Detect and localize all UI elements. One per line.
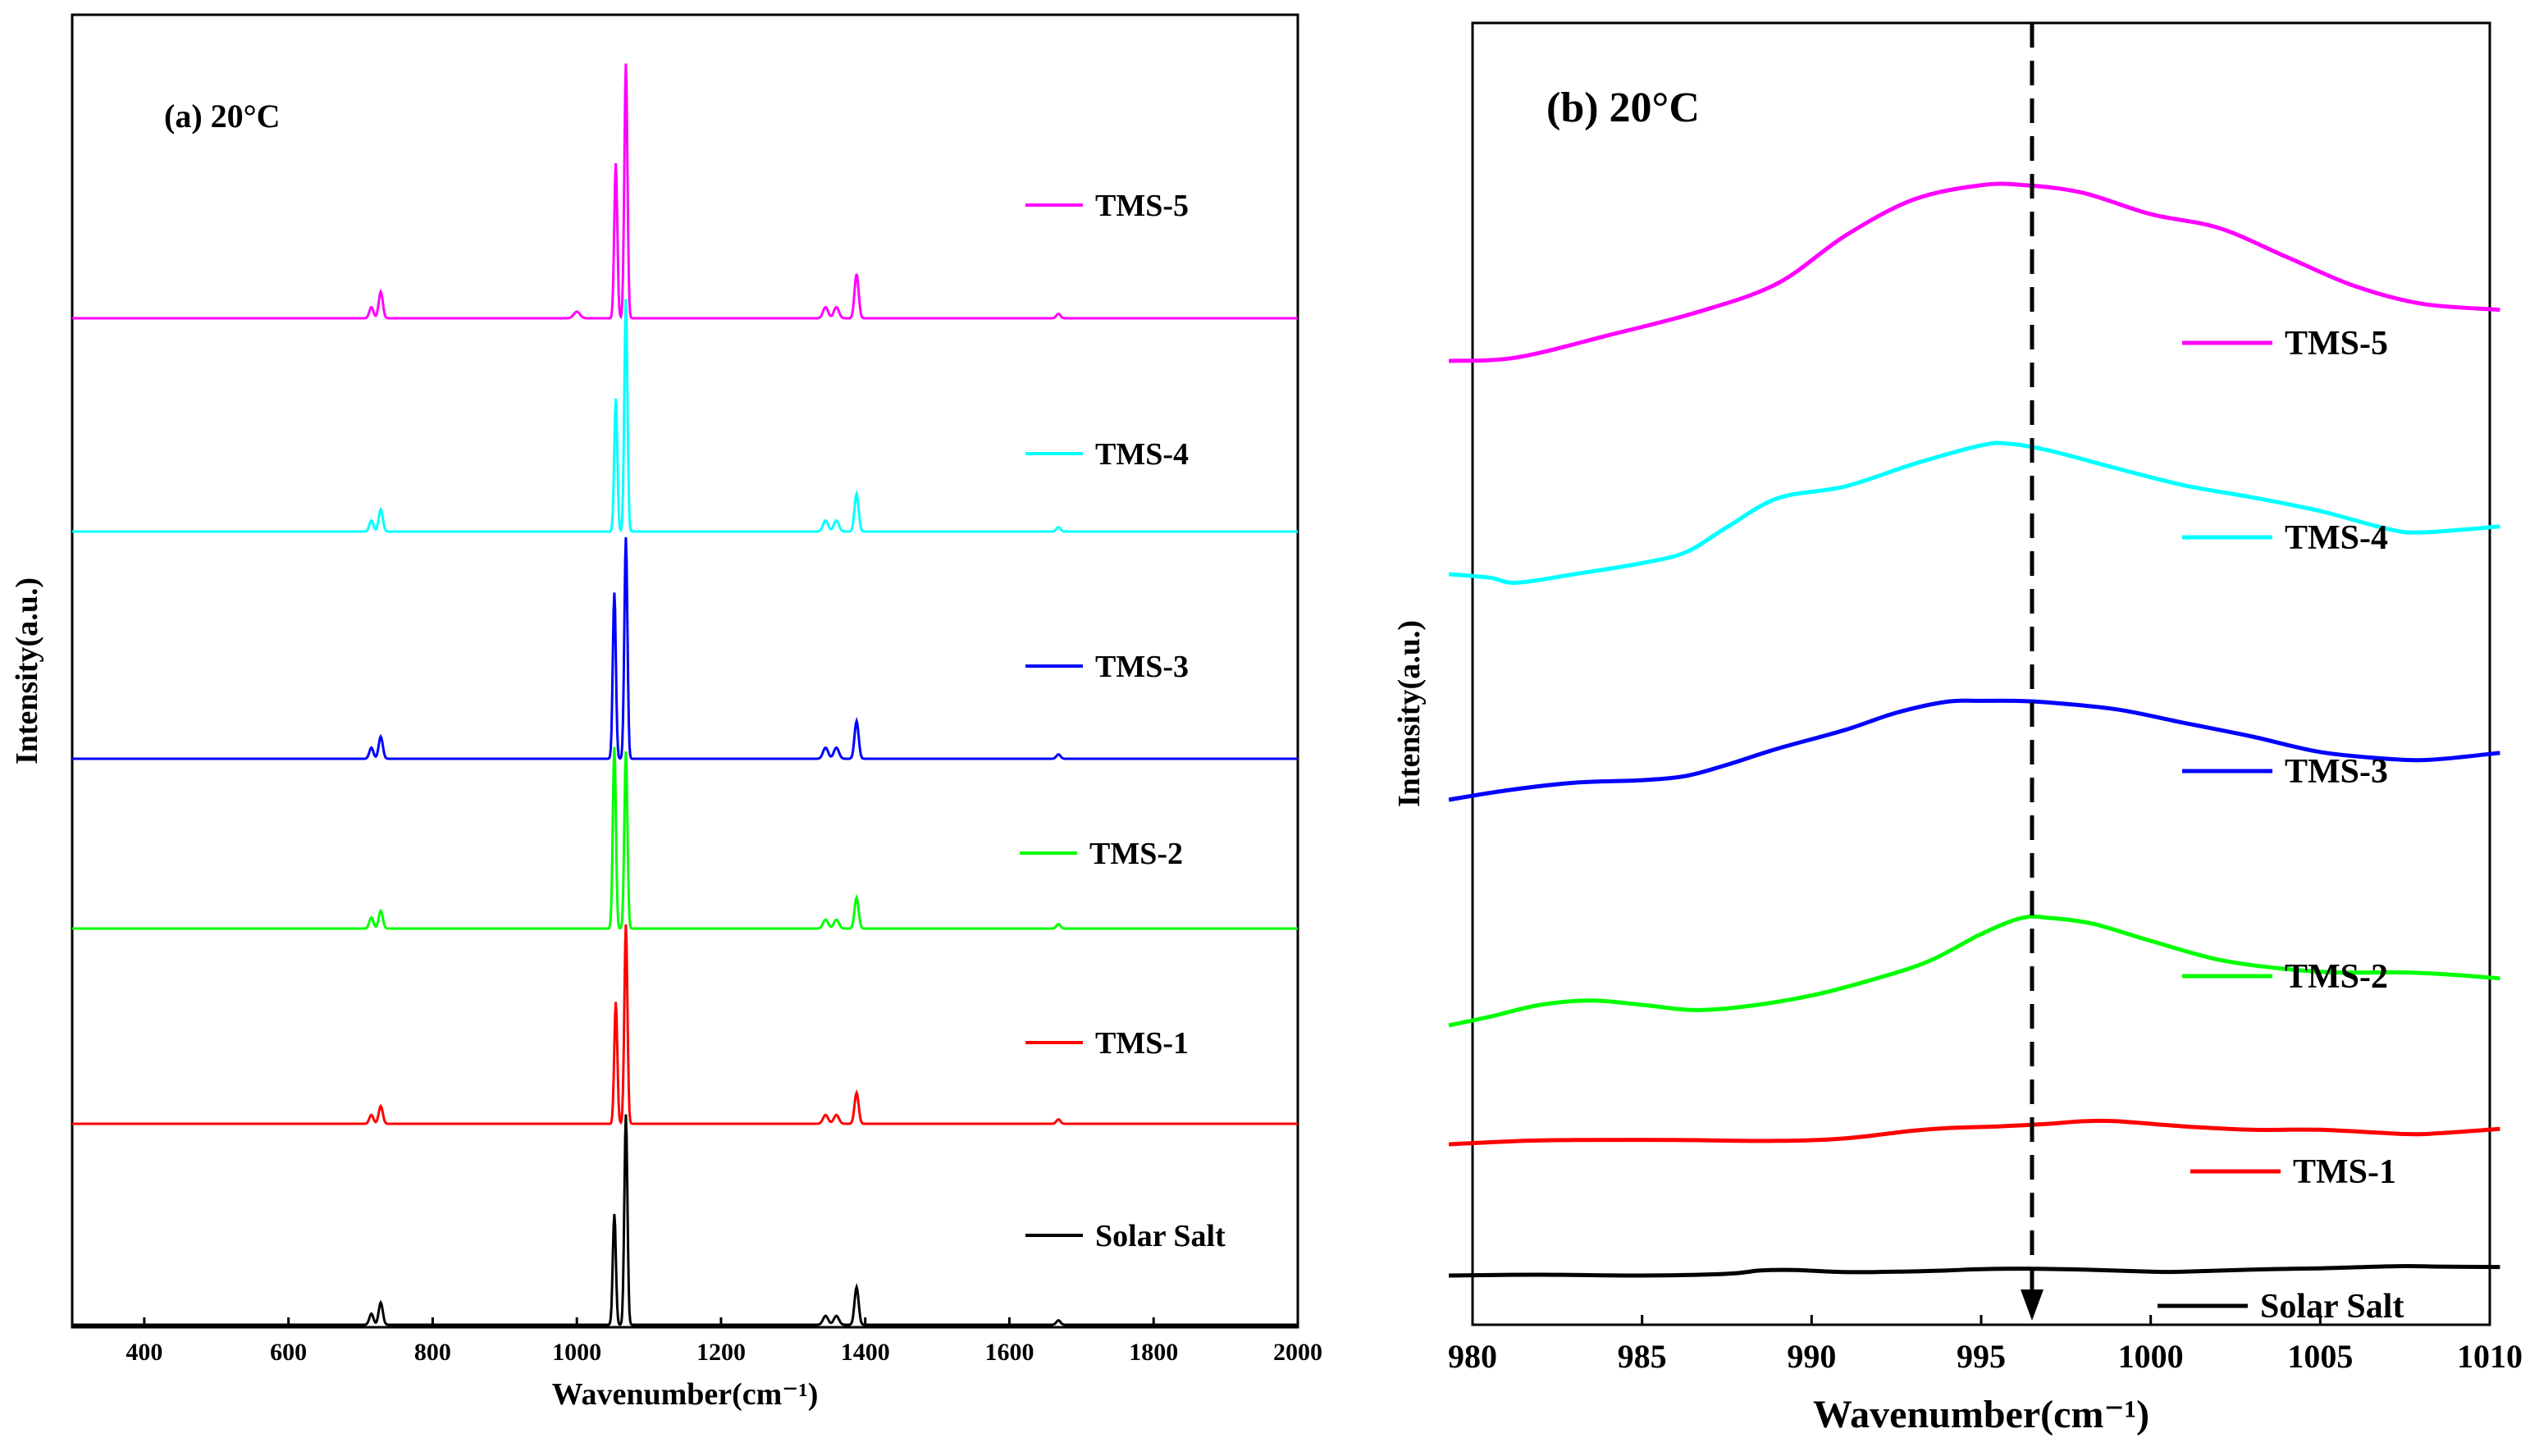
legend-label-a: TMS-5: [1095, 189, 1189, 223]
series-line-b: [1449, 1263, 2500, 1278]
legend-label-b: TMS-5: [2285, 325, 2388, 363]
x-ticks-b: 980 985 990 995 1000 1005 1010: [1448, 1315, 2523, 1375]
series-line-a: [72, 63, 1298, 320]
series-line-a: [72, 746, 1298, 930]
legend-label-b: Solar Salt: [2260, 1288, 2404, 1326]
x-tick-label-b: 1000: [2118, 1338, 2184, 1375]
panel-b-title: (b) 20°C: [1546, 84, 1700, 131]
series-lines-b: [1448, 181, 2500, 1278]
series-line-a: [72, 1114, 1298, 1326]
x-tick-label-b: 995: [1957, 1338, 2006, 1375]
series-line-a: [72, 299, 1298, 533]
legend-label-b: TMS-2: [2285, 958, 2388, 996]
x-tick-label-a: 400: [126, 1339, 162, 1366]
x-tick-label-b: 985: [1618, 1338, 1667, 1375]
legend-a: TMS-5 TMS-4 TMS-3 TMS-2 TMS-1 Solar Salt: [1020, 189, 1226, 1253]
x-tick-label-b: 980: [1448, 1338, 1497, 1375]
x-tick-label-b: 990: [1787, 1338, 1836, 1375]
x-axis-label-b: Wavenumber(cm⁻¹): [1813, 1393, 2149, 1436]
y-axis-label-b: Intensity(a.u.): [1392, 620, 1427, 807]
legend-label-a: Solar Salt: [1095, 1219, 1226, 1253]
x-tick-label-a: 1000: [552, 1339, 601, 1366]
x-tick-label-a: 1400: [841, 1339, 890, 1366]
arrow-head: [2021, 1289, 2044, 1321]
series-line-b: [1448, 1118, 2500, 1147]
x-tick-label-a: 800: [414, 1339, 451, 1366]
legend-b: TMS-5 TMS-4 TMS-3 TMS-2 TMS-1 Solar Salt: [2158, 325, 2404, 1326]
plot-frame-a: [71, 13, 1299, 1329]
series-line-b: [1448, 698, 2500, 802]
panel-a-title: (a) 20°C: [164, 98, 281, 135]
legend-label-b: TMS-1: [2293, 1153, 2396, 1191]
x-tick-label-a: 2000: [1273, 1339, 1322, 1366]
legend-label-b: TMS-3: [2285, 753, 2388, 791]
x-tick-label-a: 1200: [696, 1339, 746, 1366]
x-tick-label-a: 1600: [984, 1339, 1034, 1366]
x-tick-label-b: 1005: [2287, 1338, 2353, 1375]
legend-label-a: TMS-2: [1089, 837, 1183, 871]
peak-shift-arrow: [2021, 23, 2044, 1321]
x-ticks-a: 400 600 800 1000 1200 1400 1600 1800 2000: [126, 1317, 1322, 1366]
legend-label-b: TMS-4: [2285, 519, 2388, 557]
legend-label-a: TMS-4: [1095, 437, 1189, 472]
series-lines-a: [72, 63, 1298, 1326]
series-line-b: [1448, 914, 2500, 1028]
panel-b: (b) 20°C Intensity(a.u.) Wavenumber(cm⁻¹…: [1392, 21, 2523, 1436]
series-line-b: [1448, 440, 2500, 585]
panel-a: (a) 20°C Intensity(a.u.) Wavenumber(cm⁻¹…: [10, 13, 1322, 1412]
x-tick-label-a: 1800: [1129, 1339, 1178, 1366]
y-axis-label-a: Intensity(a.u.): [10, 577, 44, 765]
x-axis-label-a: Wavenumber(cm⁻¹): [552, 1377, 819, 1412]
series-line-a: [72, 924, 1298, 1125]
x-tick-label-a: 600: [270, 1339, 307, 1366]
series-line-b: [1448, 181, 2500, 363]
series-line-a: [72, 536, 1298, 760]
x-tick-label-b: 1010: [2457, 1338, 2523, 1375]
legend-label-a: TMS-1: [1095, 1026, 1189, 1061]
legend-label-a: TMS-3: [1095, 650, 1189, 684]
